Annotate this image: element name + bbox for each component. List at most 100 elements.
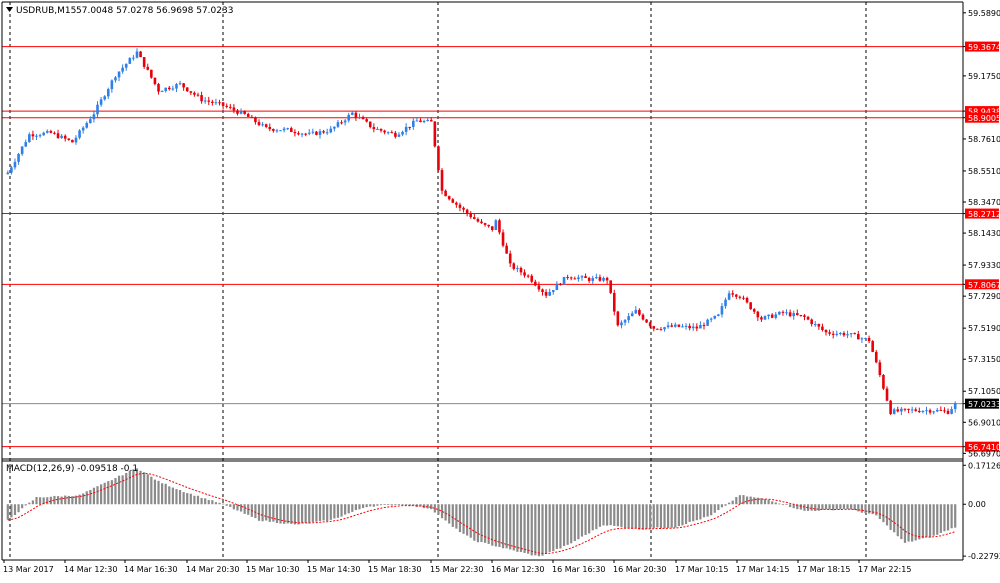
candle-body (67, 138, 71, 140)
candle-body (150, 69, 153, 78)
macd-bar (954, 504, 957, 528)
macd-bar (745, 496, 749, 505)
price-label-box (965, 208, 999, 219)
candle-body (146, 66, 150, 70)
candle-body (566, 276, 569, 278)
dropdown-triangle-icon[interactable] (6, 7, 13, 12)
macd-bar (850, 504, 853, 510)
macd-bar (132, 469, 135, 505)
price-label-box (965, 398, 999, 409)
macd-bar (218, 502, 221, 505)
macd-bar (613, 504, 616, 526)
macd-bar (78, 494, 81, 505)
candle-body (365, 119, 368, 122)
candle-body (910, 409, 914, 411)
time-tick-label: 16 Mar 12:30 (491, 565, 544, 574)
price-tick-label: 58.1430 (968, 229, 1000, 238)
price-tick-label: 58.5510 (968, 167, 1000, 176)
macd-bar (842, 504, 846, 509)
macd-bar (896, 504, 899, 537)
macd-bar (433, 504, 436, 513)
candle-body (142, 57, 146, 67)
candle-body (218, 102, 221, 104)
candle-body (821, 326, 824, 331)
macd-bar (161, 483, 164, 505)
candle-body (476, 219, 480, 222)
price-label-box (965, 279, 999, 290)
macd-bar (914, 504, 917, 541)
time-tick-label: 14 Mar 16:30 (124, 565, 177, 574)
macd-bar (925, 504, 928, 538)
candle-body (437, 146, 440, 171)
price-tick-label: 56.6970 (968, 449, 1000, 458)
macd-bar (544, 504, 548, 554)
macd-bar (229, 504, 232, 507)
price-label-box (965, 41, 999, 52)
macd-bar (774, 502, 777, 505)
candle-body (702, 325, 706, 327)
candle-body (196, 94, 200, 96)
macd-bar (28, 502, 31, 505)
candle-body (254, 117, 257, 123)
macd-bar (178, 490, 182, 505)
macd-bar (85, 491, 88, 505)
macd-bar (397, 504, 401, 506)
candle-body (135, 51, 139, 58)
macd-bar (369, 504, 372, 507)
candle-body (96, 104, 99, 115)
macd-bar (667, 504, 670, 528)
candle-body (318, 131, 322, 135)
candle-body (175, 84, 178, 89)
macd-bar (329, 504, 332, 520)
candle-body (38, 135, 42, 137)
candle-body (408, 126, 412, 128)
candle-body (171, 88, 175, 90)
candle-body (185, 87, 189, 92)
macd-bar (674, 504, 677, 528)
candle-body (519, 267, 523, 273)
macd-bar (577, 504, 580, 540)
candle-body (577, 277, 580, 280)
macd-bar (243, 504, 246, 514)
macd-bar (71, 496, 74, 505)
candle-body (803, 315, 806, 317)
candle-body (620, 322, 623, 326)
time-tick-label: 17 Mar 22:15 (858, 565, 911, 574)
candle-body (361, 117, 365, 120)
candle-body (426, 119, 429, 121)
macd-bar (175, 489, 178, 505)
candle-body (882, 375, 885, 389)
macd-bar (921, 504, 925, 539)
candle-body (824, 330, 828, 333)
macd-bar (792, 504, 795, 509)
macd-bar (875, 504, 878, 516)
candle-body (573, 278, 577, 280)
ohlc-values: 57.0048 57.0278 56.9698 57.0233 (76, 6, 233, 16)
candle-body (634, 309, 638, 314)
candle-body (598, 277, 602, 281)
macd-bar (731, 500, 734, 505)
candle-body (286, 128, 290, 130)
candle-body (724, 299, 727, 307)
macd-bar (408, 504, 411, 506)
macd-bar (677, 504, 680, 527)
candle-body (885, 388, 889, 401)
candle-body (164, 87, 167, 91)
macd-bar (699, 504, 702, 520)
macd-bar (401, 504, 404, 505)
macd-bar (681, 504, 684, 526)
macd-bar (318, 504, 322, 521)
macd-bar (537, 504, 541, 557)
candle-body (688, 325, 691, 329)
macd-bar (336, 504, 340, 518)
price-label-box (965, 112, 999, 123)
gridlines (9, 2, 867, 560)
macd-bar (487, 504, 490, 544)
macd-bar (591, 504, 594, 531)
macd-bar (857, 504, 860, 512)
macd-bar (867, 504, 871, 514)
candle-body (806, 316, 810, 320)
macd-bar (943, 504, 946, 532)
